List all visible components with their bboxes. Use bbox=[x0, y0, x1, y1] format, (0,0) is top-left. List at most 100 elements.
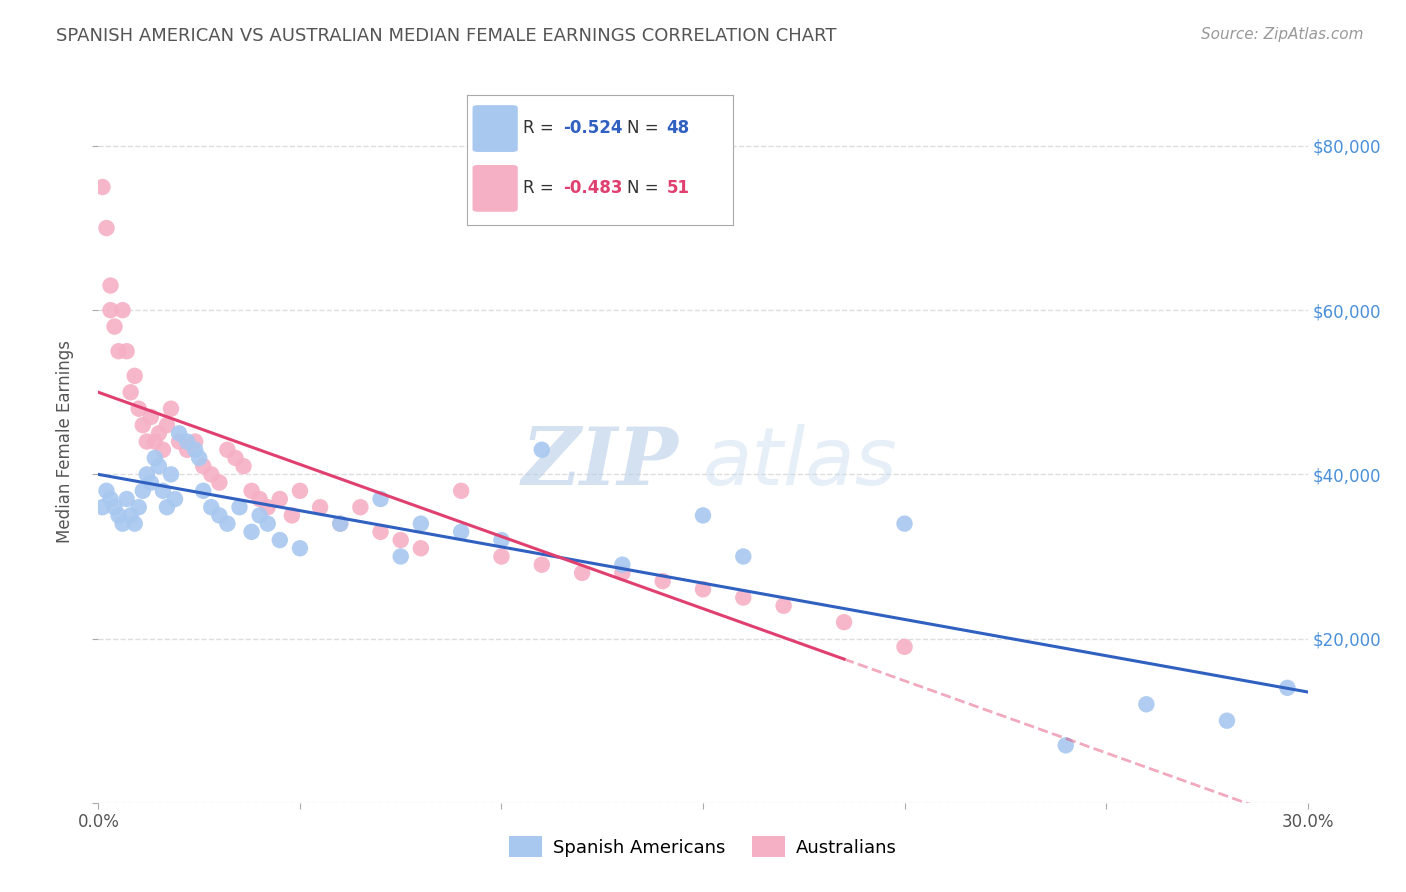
Point bbox=[132, 483, 155, 498]
Point bbox=[692, 508, 714, 523]
Point bbox=[733, 591, 755, 605]
Point bbox=[733, 549, 755, 564]
Point bbox=[176, 434, 198, 449]
Point bbox=[208, 508, 231, 523]
Point bbox=[651, 574, 673, 588]
Point bbox=[389, 549, 412, 564]
Point bbox=[111, 303, 134, 318]
Point bbox=[135, 467, 157, 482]
Point bbox=[103, 500, 125, 515]
Point bbox=[389, 533, 412, 547]
Point bbox=[491, 549, 513, 564]
Point bbox=[1135, 698, 1157, 712]
Point bbox=[269, 533, 291, 547]
Point bbox=[148, 426, 170, 441]
Point bbox=[208, 475, 231, 490]
Point bbox=[240, 483, 263, 498]
Point bbox=[450, 483, 472, 498]
Point bbox=[309, 500, 332, 515]
Point bbox=[450, 524, 472, 539]
Point bbox=[91, 180, 114, 194]
Point bbox=[103, 319, 125, 334]
Point bbox=[143, 450, 166, 465]
Point bbox=[115, 491, 138, 506]
Point bbox=[1216, 714, 1239, 728]
Point bbox=[249, 491, 271, 506]
Point bbox=[612, 558, 634, 572]
Point bbox=[530, 442, 553, 457]
Point bbox=[256, 500, 278, 515]
Point bbox=[176, 442, 198, 457]
Point bbox=[100, 491, 122, 506]
Point bbox=[160, 467, 183, 482]
Point bbox=[893, 516, 915, 531]
Point bbox=[269, 491, 291, 506]
Point bbox=[329, 516, 352, 531]
Point bbox=[163, 491, 186, 506]
Text: SPANISH AMERICAN VS AUSTRALIAN MEDIAN FEMALE EARNINGS CORRELATION CHART: SPANISH AMERICAN VS AUSTRALIAN MEDIAN FE… bbox=[56, 27, 837, 45]
Point bbox=[152, 483, 174, 498]
Point bbox=[100, 278, 122, 293]
Point bbox=[132, 418, 155, 433]
Point bbox=[217, 516, 239, 531]
Point bbox=[91, 500, 114, 515]
Point bbox=[120, 385, 142, 400]
Point bbox=[139, 409, 162, 424]
Point bbox=[111, 516, 134, 531]
Point bbox=[612, 566, 634, 580]
Point bbox=[832, 615, 855, 630]
Text: atlas: atlas bbox=[703, 425, 898, 502]
Point bbox=[139, 475, 162, 490]
Point bbox=[571, 566, 593, 580]
Point bbox=[96, 221, 118, 235]
Point bbox=[288, 483, 311, 498]
Point bbox=[193, 483, 215, 498]
Point bbox=[409, 541, 432, 556]
Point bbox=[188, 450, 211, 465]
Text: ZIP: ZIP bbox=[522, 425, 679, 502]
Point bbox=[184, 434, 207, 449]
Point bbox=[772, 599, 794, 613]
Point bbox=[124, 368, 146, 383]
Point bbox=[349, 500, 371, 515]
Point bbox=[167, 426, 190, 441]
Point bbox=[107, 508, 129, 523]
Point bbox=[200, 500, 222, 515]
Point bbox=[167, 434, 190, 449]
Point bbox=[128, 500, 150, 515]
Point bbox=[1277, 681, 1299, 695]
Point bbox=[224, 450, 246, 465]
Point bbox=[370, 524, 392, 539]
Point bbox=[135, 434, 157, 449]
Point bbox=[217, 442, 239, 457]
Point bbox=[128, 401, 150, 416]
Point bbox=[530, 558, 553, 572]
Point bbox=[100, 303, 122, 318]
Point bbox=[240, 524, 263, 539]
Point bbox=[156, 500, 179, 515]
Point bbox=[893, 640, 915, 654]
Point bbox=[184, 442, 207, 457]
Point bbox=[124, 516, 146, 531]
Point bbox=[148, 459, 170, 474]
Legend: Spanish Americans, Australians: Spanish Americans, Australians bbox=[501, 827, 905, 866]
Point bbox=[256, 516, 278, 531]
Point bbox=[115, 344, 138, 359]
Point bbox=[288, 541, 311, 556]
Point bbox=[281, 508, 304, 523]
Point bbox=[200, 467, 222, 482]
Point bbox=[193, 459, 215, 474]
Point bbox=[491, 533, 513, 547]
Point bbox=[232, 459, 254, 474]
Y-axis label: Median Female Earnings: Median Female Earnings bbox=[56, 340, 75, 543]
Point bbox=[156, 418, 179, 433]
Point bbox=[692, 582, 714, 597]
Point bbox=[249, 508, 271, 523]
Text: Source: ZipAtlas.com: Source: ZipAtlas.com bbox=[1201, 27, 1364, 42]
Point bbox=[152, 442, 174, 457]
Point bbox=[107, 344, 129, 359]
Point bbox=[96, 483, 118, 498]
Point bbox=[160, 401, 183, 416]
Point bbox=[409, 516, 432, 531]
Point bbox=[120, 508, 142, 523]
